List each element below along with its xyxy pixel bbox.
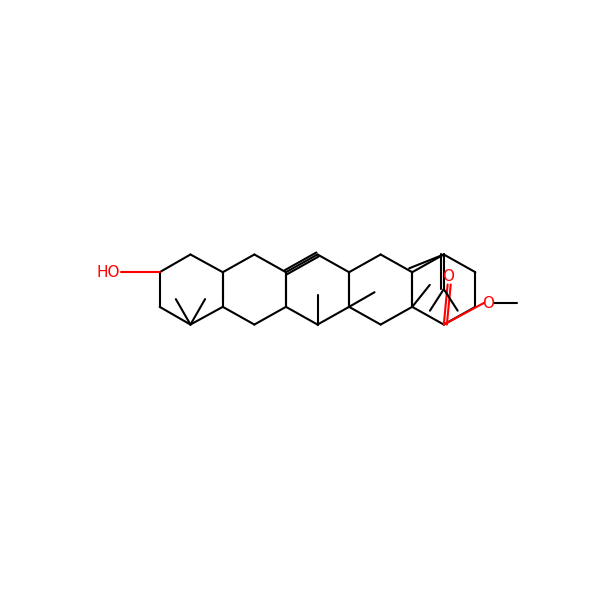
Text: O: O xyxy=(442,269,454,284)
Text: HO: HO xyxy=(97,265,120,280)
Text: O: O xyxy=(482,295,494,311)
